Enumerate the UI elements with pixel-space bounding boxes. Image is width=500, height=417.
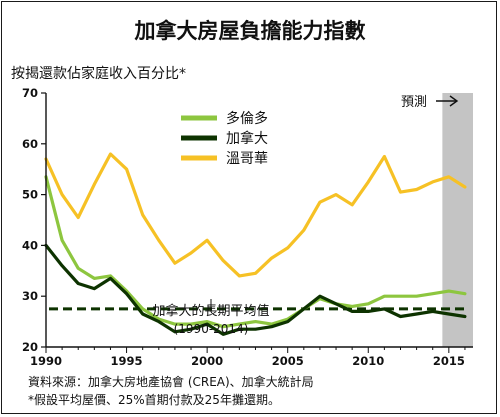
legend-label: 溫哥華 — [226, 151, 268, 167]
x-tick-label: 1990 — [30, 354, 62, 368]
forecast-arrow-head — [449, 95, 459, 107]
y-axis-label: 按揭還款佔家庭收入百分比* — [11, 65, 186, 82]
y-tick-label: 50 — [22, 188, 38, 202]
x-tick-label: 2015 — [433, 354, 465, 368]
x-tick-label: 2010 — [352, 354, 384, 368]
average-label: 加拿大的長期平均值 — [152, 303, 269, 319]
series-line-2 — [44, 152, 467, 278]
assumption-note: *假設平均屋價、25%首期付款及25年攤還期。 — [28, 392, 280, 407]
y-tick-label: 30 — [22, 289, 38, 303]
series-line-1 — [44, 243, 467, 336]
legend-label: 加拿大 — [226, 130, 268, 147]
x-tick-label: 1995 — [111, 354, 143, 368]
series-line-0 — [44, 175, 467, 329]
source-note: 資料來源：加拿大房地產協會 (CREA)、加拿大統計局 — [28, 374, 314, 389]
x-tick-label: 2005 — [272, 354, 304, 368]
forecast-label: 預測 — [401, 95, 427, 110]
y-tick-label: 60 — [22, 137, 38, 151]
y-tick-label: 70 — [22, 86, 38, 100]
chart-title: 加拿大房屋負擔能力指數 — [134, 19, 366, 43]
average-period-label: (1990-2014) — [174, 322, 249, 336]
legend-label: 多倫多 — [226, 110, 268, 127]
x-tick-label: 2000 — [191, 354, 223, 368]
y-tick-label: 40 — [22, 238, 38, 252]
forecast-band — [442, 93, 473, 347]
y-tick-label: 20 — [22, 340, 38, 354]
